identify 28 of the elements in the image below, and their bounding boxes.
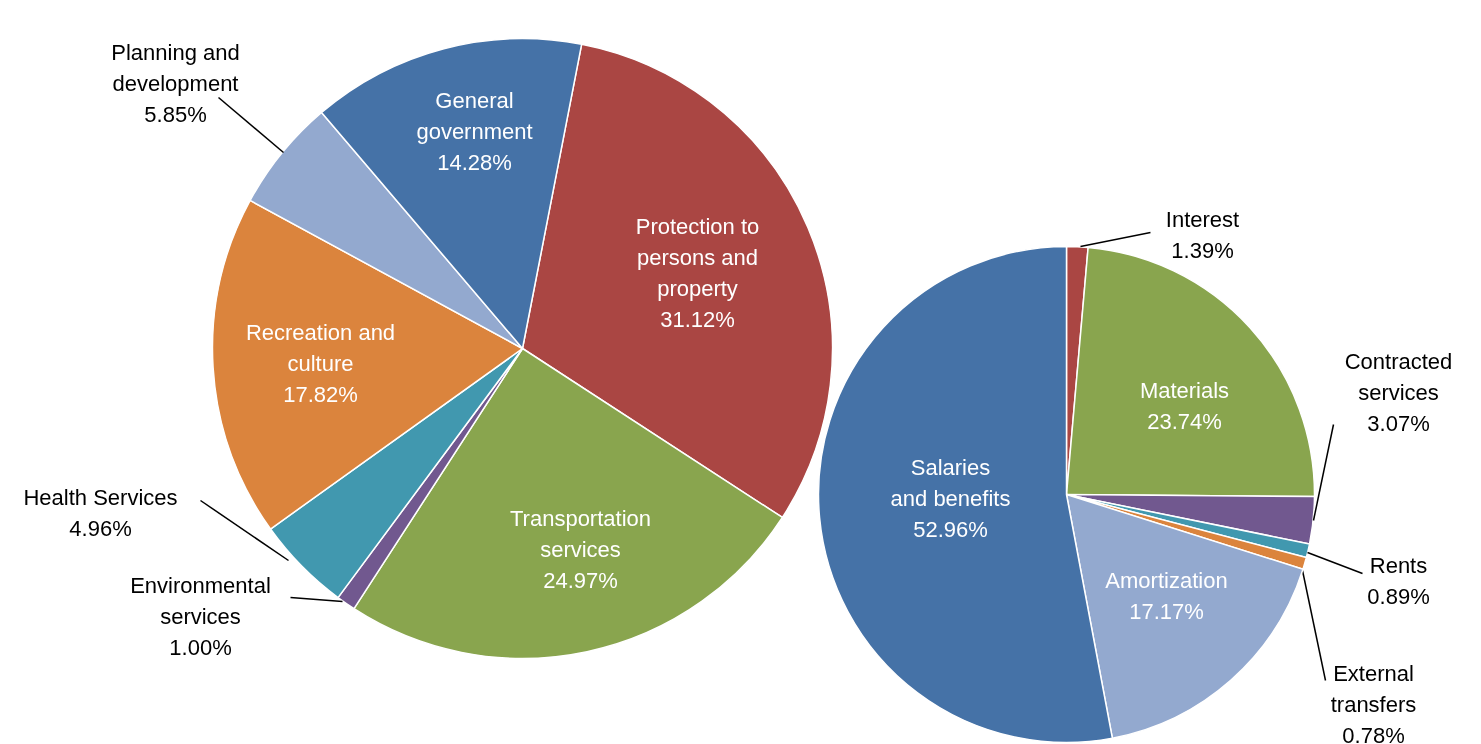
slice-label: Materials [1139,378,1230,403]
slice-label: Amortization [1105,568,1228,593]
slice-label: Planning and development [111,40,240,96]
slice-label: Environmental services [130,573,271,629]
slice-label: Interest [1165,207,1240,232]
data-label: 14.28% [437,150,512,175]
slice-label: External transfers [1330,661,1417,717]
slice-label: Protection to persons and property [635,214,760,301]
data-label: 3.07% [1367,411,1430,436]
data-label: 24.97% [543,568,618,593]
slice-label: Salaries and benefits [890,455,1011,511]
slice-label: Transportation services [509,506,652,562]
data-label: 17.17% [1129,599,1204,624]
data-label: 23.74% [1147,409,1222,434]
data-label: 52.96% [913,517,988,542]
data-label: 17.82% [283,382,358,407]
slice-label: Rents [1369,553,1428,578]
data-label: 5.85% [144,102,207,127]
data-label: 0.78% [1342,723,1405,744]
slice-label: Health Services [23,485,178,510]
data-label: 4.96% [69,516,132,541]
data-label: 1.00% [169,635,232,660]
slice-label: Recreation and culture [245,320,396,376]
data-label: 31.12% [660,307,735,332]
data-label: 0.89% [1367,584,1430,609]
data-label: 1.39% [1171,238,1234,263]
slice-label: General government [416,88,533,144]
slice-label: Contracted services [1344,349,1453,405]
